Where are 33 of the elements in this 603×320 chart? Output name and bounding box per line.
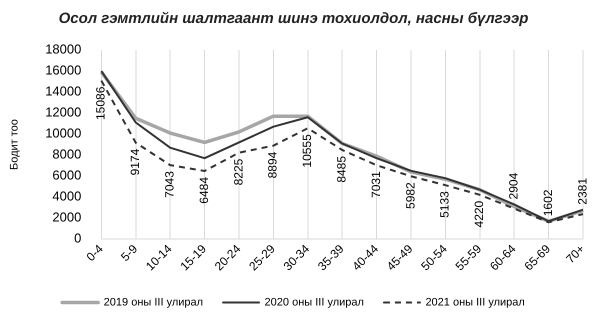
data-label: 10555	[300, 134, 314, 168]
y-tick-label: 16000	[45, 62, 82, 78]
data-label: 15086	[94, 86, 108, 120]
data-label: 8225	[231, 158, 246, 186]
data-label: 4220	[472, 200, 486, 228]
y-axis-title: Бодит тоо	[8, 119, 21, 170]
x-tick-label: 70+	[563, 242, 588, 266]
x-tick-label: 5-9	[118, 242, 140, 264]
chart-title: Осол гэмтлийн шалтгаант шинэ тохиолдол, насны бүлгээр	[58, 10, 528, 28]
data-label: 6484	[196, 176, 211, 204]
y-tick-label: 14000	[45, 84, 82, 99]
data-label: 2904	[506, 172, 521, 200]
legend-label: 2020 оны III улирал	[264, 296, 364, 309]
data-label: 8485	[334, 156, 348, 183]
data-label: 1602	[540, 189, 555, 216]
y-tick-label: 6000	[52, 168, 82, 183]
y-tick-label: 4000	[52, 188, 82, 204]
y-tick-label: 0	[74, 230, 82, 246]
y-tick-label: 18000	[45, 42, 82, 57]
y-tick-label: 8000	[52, 146, 82, 162]
data-label: 7043	[162, 170, 176, 198]
data-label: 9174	[128, 148, 142, 176]
data-label: 5133	[438, 190, 452, 218]
y-tick-label: 2000	[52, 210, 82, 225]
data-label: 8894	[266, 151, 280, 178]
y-tick-label: 12000	[45, 104, 82, 120]
data-label: 7031	[368, 170, 383, 198]
legend-label: 2019 оны III улирал	[104, 296, 204, 309]
x-tick-label: 0-4	[84, 242, 106, 264]
data-label: 5982	[403, 182, 418, 209]
data-label: 2381	[575, 178, 590, 205]
y-tick-label: 10000	[45, 126, 82, 141]
legend-label: 2021 оны III улирал	[425, 296, 525, 309]
